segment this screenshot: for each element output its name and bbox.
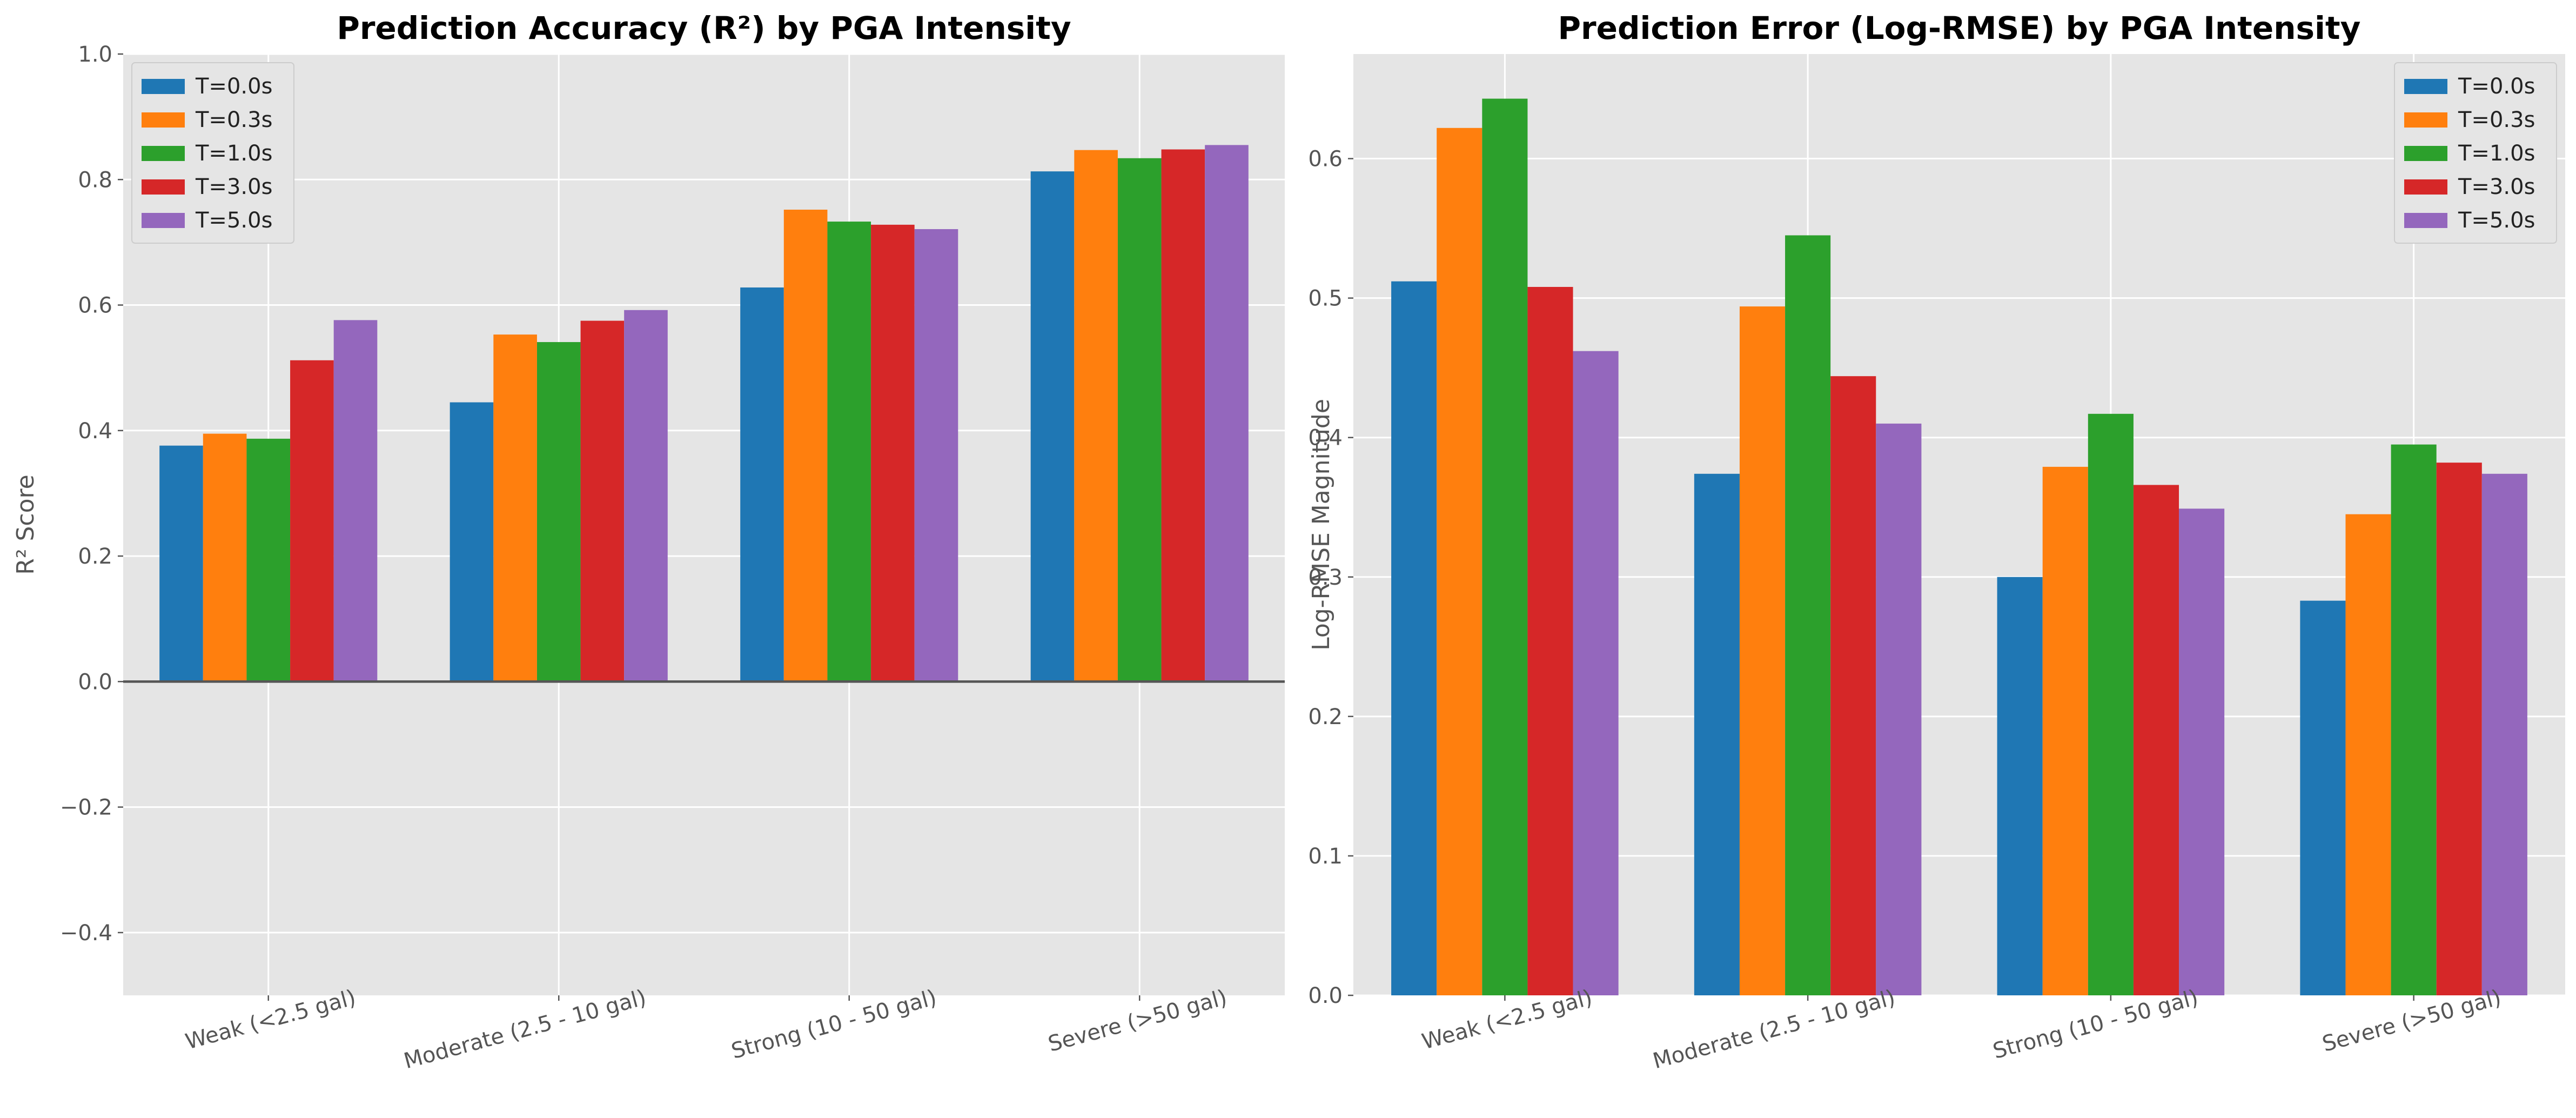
legend-label: T=3.0s xyxy=(195,175,272,199)
legend-swatch xyxy=(142,213,185,228)
legend: T=0.0s T=0.3s T=1.0s T=3.0s T=5.0s xyxy=(131,62,294,244)
y-tick-label: 0.0 xyxy=(1308,983,1343,1008)
legend-label: T=0.3s xyxy=(2458,108,2535,132)
bar xyxy=(2436,463,2482,995)
y-tick-label: 0.0 xyxy=(78,670,112,694)
y-tick-label: 0.6 xyxy=(1308,147,1343,172)
bar xyxy=(871,224,915,682)
bar xyxy=(493,334,537,682)
y-tick-label: 0.5 xyxy=(1308,286,1343,311)
y-tick-label: 0.2 xyxy=(78,544,112,569)
bar xyxy=(159,445,203,682)
bar xyxy=(1161,149,1205,682)
y-axis-label: R² Score xyxy=(12,474,39,574)
y-tick-label: 0.4 xyxy=(78,419,112,444)
bar xyxy=(2042,466,2088,995)
legend-swatch xyxy=(2404,213,2447,228)
bar xyxy=(2179,508,2225,995)
bar xyxy=(1391,281,1437,995)
bar xyxy=(1117,158,1162,682)
bar xyxy=(1573,351,1619,995)
legend-swatch xyxy=(2404,112,2447,128)
legend-box xyxy=(131,62,294,244)
legend-swatch xyxy=(142,179,185,195)
x-tick-label: Weak (<2.5 gal) xyxy=(183,985,358,1054)
bar xyxy=(1694,473,1740,995)
legend-label: T=5.0s xyxy=(2458,208,2535,233)
bar xyxy=(450,402,494,682)
bar xyxy=(2481,473,2527,995)
x-tick-label: Strong (10 - 50 gal) xyxy=(1990,985,2201,1064)
y-tick-label: 0.3 xyxy=(1308,565,1343,590)
legend-label: T=0.0s xyxy=(2458,74,2535,99)
legend-swatch xyxy=(142,112,185,128)
legend-swatch xyxy=(142,79,185,94)
bar xyxy=(290,360,334,682)
y-axis-label: Log-RMSE Magnitude xyxy=(1307,399,1335,651)
bar xyxy=(1205,145,1249,682)
y-tick-label: 1.0 xyxy=(78,42,112,67)
bar xyxy=(1830,376,1876,995)
y-tick-label: 0.8 xyxy=(78,168,112,192)
chart-title: Prediction Accuracy (R²) by PGA Intensit… xyxy=(337,10,1071,46)
bar xyxy=(333,320,378,682)
legend-label: T=0.3s xyxy=(195,108,272,132)
legend-swatch xyxy=(2404,146,2447,161)
x-tick-label: Severe (>50 gal) xyxy=(1045,985,1230,1057)
y-tick-label: −0.2 xyxy=(60,795,112,820)
y-tick-label: 0.1 xyxy=(1308,844,1343,869)
bar xyxy=(1074,150,1118,682)
legend-label: T=0.0s xyxy=(195,74,272,99)
bar xyxy=(2345,514,2391,995)
y-tick-label: 0.4 xyxy=(1308,426,1343,451)
bar xyxy=(1785,235,1831,995)
bar xyxy=(1482,98,1528,995)
x-tick-label: Moderate (2.5 - 10 gal) xyxy=(1651,985,1898,1074)
y-tick-label: 0.2 xyxy=(1308,705,1343,729)
bar xyxy=(827,222,871,682)
bar xyxy=(624,310,668,682)
bar xyxy=(203,433,247,682)
bar xyxy=(2391,444,2437,995)
x-tick-label: Moderate (2.5 - 10 gal) xyxy=(401,985,649,1074)
bar xyxy=(1739,306,1786,996)
bar xyxy=(2300,600,2346,995)
bar xyxy=(1030,171,1075,682)
legend-swatch xyxy=(142,146,185,161)
legend-swatch xyxy=(2404,179,2447,195)
bar xyxy=(1997,577,2043,995)
y-tick-label: 0.6 xyxy=(78,293,112,318)
bar xyxy=(1437,128,1482,995)
bar xyxy=(2133,485,2179,995)
legend: T=0.0s T=0.3s T=1.0s T=3.0s T=5.0s xyxy=(2394,62,2557,244)
bar xyxy=(740,287,784,682)
bar xyxy=(914,229,958,682)
bar xyxy=(1876,423,1922,996)
legend-label: T=3.0s xyxy=(2458,175,2535,199)
y-tick-label: −0.4 xyxy=(60,921,112,946)
bar xyxy=(580,320,625,682)
x-tick-label: Strong (10 - 50 gal) xyxy=(729,985,940,1064)
chart-title: Prediction Error (Log-RMSE) by PGA Inten… xyxy=(1558,10,2361,46)
legend-box xyxy=(2394,62,2557,244)
bar xyxy=(2088,413,2134,996)
legend-label: T=1.0s xyxy=(2458,141,2535,166)
bar xyxy=(783,210,828,682)
chart-r2-accuracy: −0.4 −0.2 0.0 0.2 0.4 0.6 0.8 1.0 Weak (<2.5 gal… xyxy=(12,10,1285,1074)
legend-swatch xyxy=(2404,79,2447,94)
bar xyxy=(536,342,581,682)
legend-label: T=1.0s xyxy=(195,141,272,166)
legend-label: T=5.0s xyxy=(195,208,272,233)
bar xyxy=(246,438,291,682)
bar xyxy=(1527,286,1573,996)
